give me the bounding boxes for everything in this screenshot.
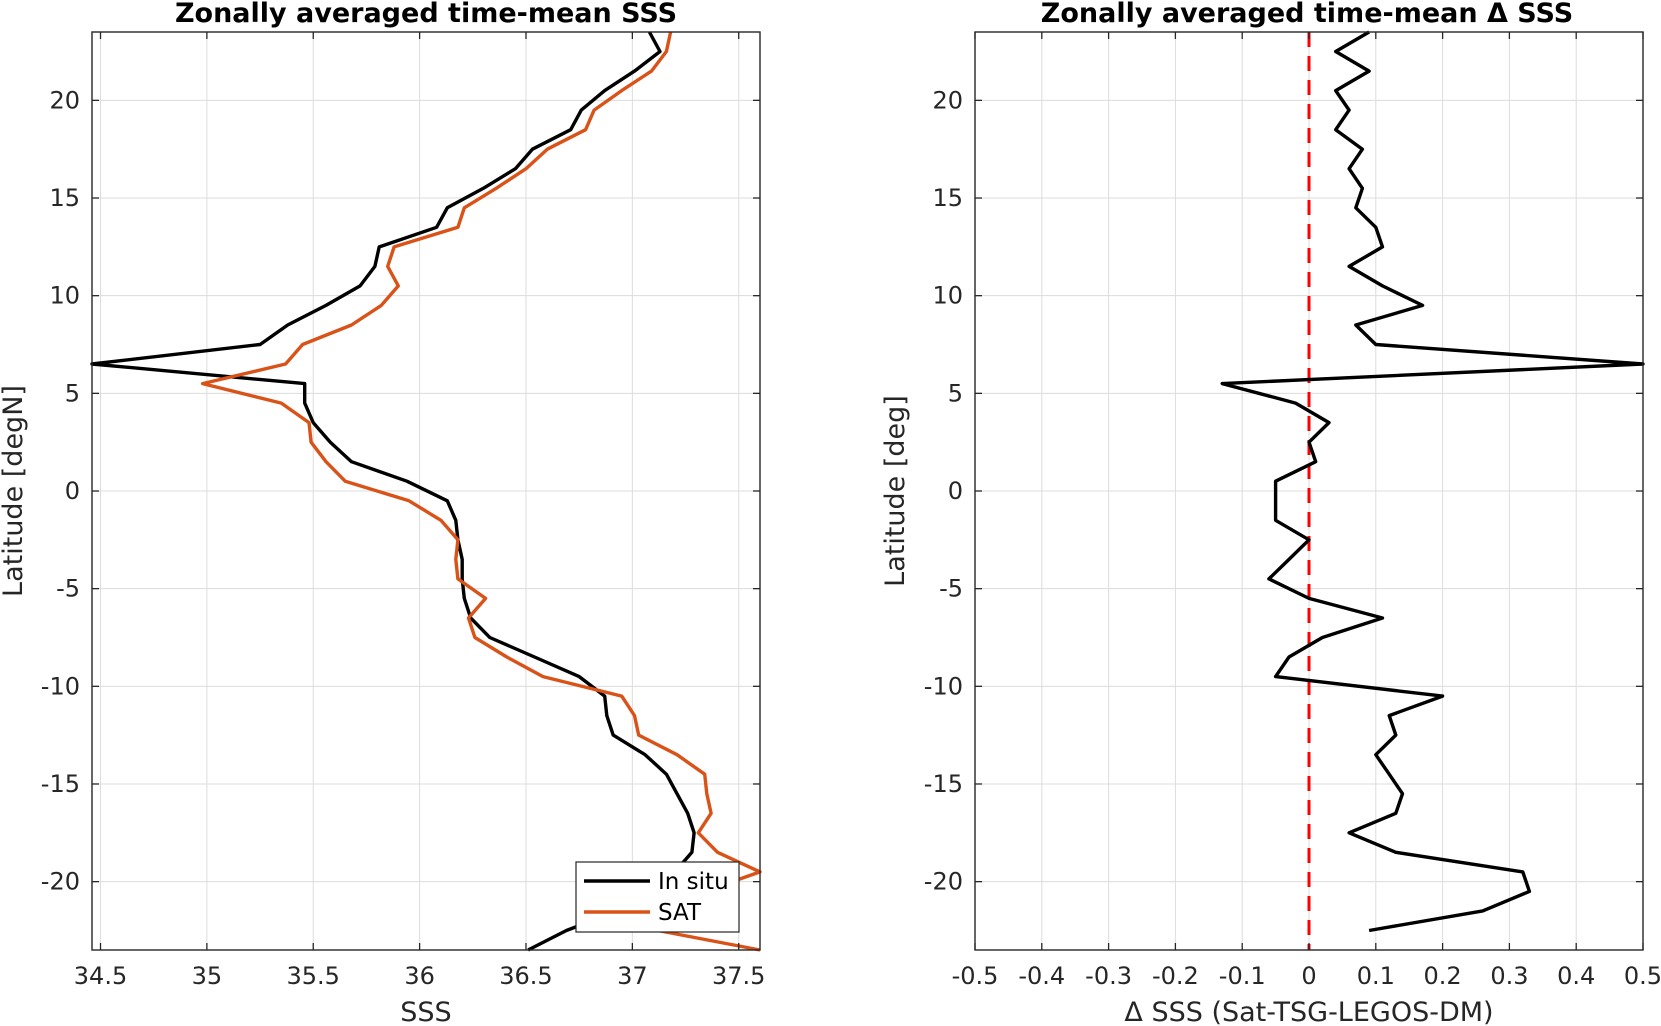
- x-tick-label: 0.5: [1624, 962, 1661, 990]
- x-tick-label: -0.4: [1018, 962, 1065, 990]
- y-tick-label: -5: [56, 575, 80, 603]
- x-tick-label: 0.2: [1424, 962, 1462, 990]
- legend-box: [575, 861, 740, 933]
- x-tick-label: 0.1: [1357, 962, 1395, 990]
- y-tick-label: -15: [41, 770, 80, 798]
- x-tick-label: -0.1: [1219, 962, 1266, 990]
- left-chart-xlabel: SSS: [400, 997, 451, 1026]
- x-tick-label: 0.4: [1557, 962, 1595, 990]
- y-tick-label: 20: [932, 86, 963, 114]
- y-tick-label: 10: [932, 282, 963, 310]
- x-tick-label: -0.3: [1085, 962, 1132, 990]
- y-tick-label: 20: [49, 86, 80, 114]
- right-chart-series: [1220, 30, 1645, 933]
- x-tick-label: 36: [404, 962, 435, 990]
- right-chart-ticks: -0.5 -0.4 -0.3 -0.2 -0.1 0 0.1 0.2 0.3 0.4 0.5 -20 -…: [924, 32, 1661, 990]
- right-chart-title: Zonally averaged time-mean Δ SSS: [1041, 0, 1573, 29]
- y-tick-label: 5: [948, 379, 963, 407]
- y-tick-label: -10: [924, 672, 963, 700]
- x-tick-label: 36.5: [499, 962, 552, 990]
- left-chart-title: Zonally averaged time-mean SSS: [175, 0, 677, 29]
- left-chart-ticks: 34.5 35 35.5 36 36.5 37 37.5 -20 -15 -10 -5 0 5 10 15 2…: [41, 32, 765, 990]
- right-chart-panel: Zonally averaged time-mean Δ SSS -0.5 -0.…: [880, 0, 1661, 1026]
- y-tick-label: -20: [924, 868, 963, 896]
- left-chart-panel: Zonally averaged time-mean SSS 34.5 35 35.…: [0, 0, 765, 1026]
- legend: In situ SAT: [575, 861, 740, 933]
- right-chart-ylabel: Latitude [deg]: [880, 395, 911, 587]
- x-tick-label: 35: [192, 962, 223, 990]
- x-tick-label: 35.5: [287, 962, 340, 990]
- y-tick-label: 0: [948, 477, 963, 505]
- x-tick-label: 0.3: [1490, 962, 1528, 990]
- x-tick-label: -0.5: [952, 962, 999, 990]
- x-tick-label: 0: [1301, 962, 1316, 990]
- series-line-delta-sss: [1220, 30, 1645, 933]
- legend-entry-in-situ: In situ: [658, 869, 729, 895]
- x-tick-label: 37: [617, 962, 648, 990]
- y-tick-label: 15: [49, 184, 80, 212]
- y-tick-label: 15: [932, 184, 963, 212]
- x-tick-label: 37.5: [712, 962, 765, 990]
- left-chart-ylabel: Latitude [degN]: [0, 385, 29, 597]
- x-tick-label: 34.5: [74, 962, 127, 990]
- series-line-sat: [200, 31, 762, 952]
- right-chart-xlabel: Δ SSS (Sat-TSG-LEGOS-DM): [1124, 997, 1493, 1026]
- y-tick-label: -20: [41, 868, 80, 896]
- y-tick-label: 10: [49, 282, 80, 310]
- x-tick-label: -0.2: [1152, 962, 1199, 990]
- left-chart-grid: [92, 32, 760, 950]
- series-line-in-situ: [90, 31, 696, 952]
- legend-entry-sat: SAT: [658, 900, 702, 926]
- y-tick-label: -5: [939, 575, 963, 603]
- left-chart-series: [90, 31, 762, 952]
- y-tick-label: 0: [65, 477, 80, 505]
- y-tick-label: -15: [924, 770, 963, 798]
- y-tick-label: -10: [41, 672, 80, 700]
- y-tick-label: 5: [65, 379, 80, 407]
